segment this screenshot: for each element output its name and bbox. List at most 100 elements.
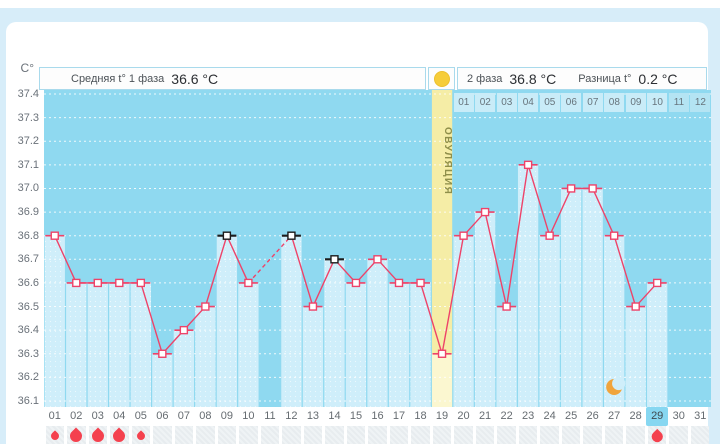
phase1-header: Средняя t° 1 фаза 36.6 °C: [39, 67, 426, 90]
phase2-day-tile: 06: [561, 93, 582, 112]
day-label[interactable]: 14: [328, 410, 341, 422]
symptom-cell[interactable]: [153, 426, 172, 444]
phase2-day-tile: 12: [690, 93, 711, 112]
phase2-day-tile: 07: [582, 93, 603, 112]
symptom-cell[interactable]: [239, 426, 258, 444]
day-label[interactable]: 03: [91, 410, 104, 422]
phase2-day-tile: 02: [475, 93, 496, 112]
day-label[interactable]: 25: [565, 410, 578, 422]
symptom-cell[interactable]: [540, 426, 559, 444]
phase2-day-tile: 10: [647, 93, 668, 112]
day-label[interactable]: 21: [478, 410, 492, 422]
day-label[interactable]: 24: [543, 410, 556, 422]
symptom-cell[interactable]: [518, 426, 538, 444]
day-label[interactable]: 01: [48, 410, 61, 422]
day-label[interactable]: 05: [134, 410, 147, 422]
day-label[interactable]: 20: [457, 410, 470, 422]
symptom-cell[interactable]: [389, 426, 409, 444]
ovulation-egg-icon: [433, 70, 450, 87]
symptom-cell[interactable]: [669, 426, 688, 444]
symptom-row-menstruation[interactable]: [44, 426, 711, 444]
phase2-day-tile: 08: [604, 93, 625, 112]
day-label[interactable]: 15: [349, 410, 363, 422]
day-label[interactable]: 16: [371, 410, 384, 422]
symptom-cell[interactable]: [561, 426, 581, 444]
symptom-cell[interactable]: [174, 426, 194, 444]
symptom-cell[interactable]: [432, 426, 452, 444]
phase2-day-numbers: 01 02 03 04 05 06 07 08 09 10 11 12: [453, 93, 711, 112]
symptom-cell[interactable]: [325, 426, 344, 444]
diff-label: Разница t°: [578, 72, 632, 85]
phase2-day-tile: 11: [668, 93, 689, 112]
y-tick: 37.4: [17, 88, 39, 100]
phase2-value: 36.8 °C: [509, 70, 557, 87]
symptom-cell[interactable]: [368, 426, 387, 444]
day-label[interactable]: 28: [629, 410, 642, 422]
day-label[interactable]: 30: [672, 410, 685, 422]
symptom-cell[interactable]: [196, 426, 215, 444]
y-tick: 36.2: [17, 371, 39, 384]
day-label[interactable]: 10: [242, 410, 255, 422]
y-tick: 36.7: [17, 253, 39, 266]
y-tick: 36.9: [17, 206, 39, 219]
ovulation-header: [428, 67, 455, 90]
moon-icon: [606, 376, 626, 395]
symptom-cell[interactable]: [411, 426, 430, 444]
day-label[interactable]: 23: [521, 410, 535, 422]
symptom-cell[interactable]: [260, 426, 280, 444]
phase2-header: 2 фаза 36.8 °C Разница t° 0.2 °C: [457, 67, 707, 90]
y-tick: 36.6: [17, 276, 39, 289]
diff-value: 0.2 °C: [638, 70, 678, 87]
y-tick: 36.3: [17, 347, 39, 360]
symptom-cell[interactable]: [626, 426, 645, 444]
day-label[interactable]: 04: [113, 410, 126, 422]
day-label[interactable]: 12: [285, 410, 298, 422]
day-label-current[interactable]: 29: [646, 407, 668, 426]
symptom-cell[interactable]: [497, 426, 516, 444]
symptom-cell[interactable]: [604, 426, 624, 444]
day-label[interactable]: 31: [694, 410, 707, 422]
chart-panel: C° 37.4 37.3 37.2 37.1 37.0 36.9 36.8 36.7 36.6 3…: [6, 22, 711, 444]
y-tick: 36.4: [17, 324, 39, 337]
day-label[interactable]: 09: [220, 410, 233, 422]
y-tick: 37.0: [17, 182, 39, 195]
day-label[interactable]: 13: [306, 410, 320, 422]
day-label[interactable]: 07: [177, 410, 190, 422]
phase2-day-tile: 05: [539, 93, 560, 112]
phase2-day-tile: 09: [625, 93, 646, 112]
y-tick: 36.8: [17, 229, 39, 242]
day-label[interactable]: 02: [70, 410, 83, 422]
phase1-value: 36.6 °C: [171, 70, 219, 87]
phase1-label: Средняя t° 1 фаза: [71, 72, 165, 85]
symptom-cell[interactable]: [346, 426, 366, 444]
day-label[interactable]: 19: [435, 410, 449, 422]
symptom-cell[interactable]: [690, 426, 710, 444]
y-tick: 36.5: [17, 300, 39, 313]
y-tick: 37.3: [17, 111, 39, 124]
day-label[interactable]: 17: [392, 410, 406, 422]
day-label[interactable]: 11: [264, 410, 276, 422]
phase2-day-tile: 01: [453, 93, 474, 112]
symptom-cell[interactable]: [217, 426, 237, 444]
symptom-cell[interactable]: [282, 426, 301, 444]
day-label[interactable]: 08: [199, 410, 212, 422]
phase2-label: 2 фаза: [467, 72, 503, 85]
ovulation-label: ОВУЛЯЦИЯ: [442, 126, 453, 196]
symptom-cell[interactable]: [303, 426, 323, 444]
day-label[interactable]: 06: [156, 410, 169, 422]
y-tick: 37.1: [17, 158, 39, 171]
day-label[interactable]: 22: [500, 410, 513, 422]
symptom-cell[interactable]: [475, 426, 495, 444]
day-label[interactable]: 26: [586, 410, 599, 422]
day-label[interactable]: 18: [414, 410, 427, 422]
y-tick: 37.2: [17, 135, 39, 148]
phase2-day-tile: 03: [496, 93, 517, 112]
day-label[interactable]: 27: [608, 410, 621, 422]
day-axis: 01 02 03 04 05 06 07 08 09 10 11 12 13 14 15 16 17 18 19 20…: [44, 407, 711, 426]
chart-area[interactable]: [44, 90, 711, 407]
symptom-cell[interactable]: [454, 426, 473, 444]
symptom-cell[interactable]: [583, 426, 602, 444]
temperature-chart-svg: [44, 90, 711, 407]
phase2-day-tile: 04: [518, 93, 539, 112]
